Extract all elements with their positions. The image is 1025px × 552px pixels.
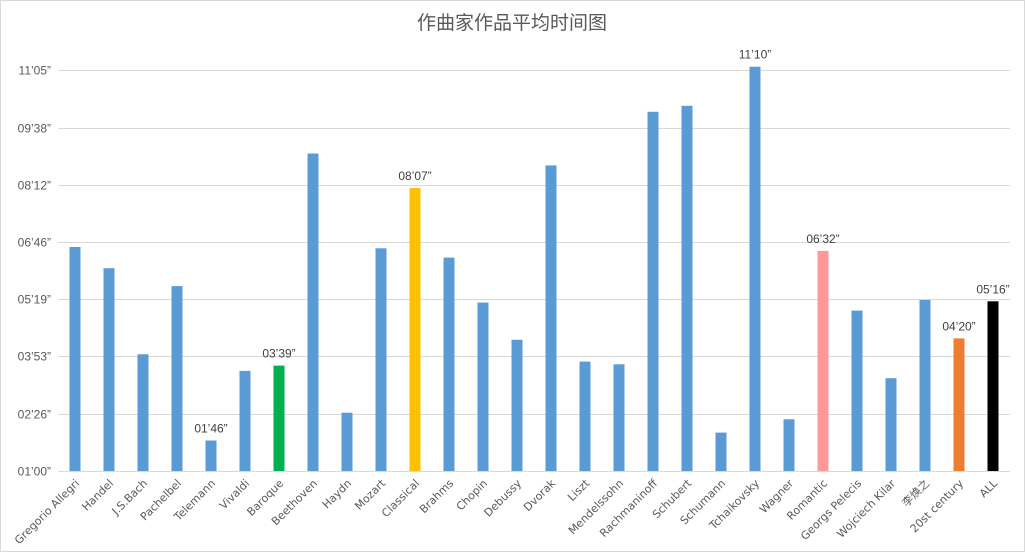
bar	[579, 361, 591, 471]
y-tick-label: 02’26”	[18, 408, 51, 422]
y-tick-label: 06’46”	[18, 236, 51, 250]
x-tick-label: Gregorio Allegri	[12, 477, 82, 547]
bar	[987, 301, 999, 471]
x-tick-label: Debussy	[482, 477, 525, 520]
data-label: 04’20”	[942, 319, 975, 333]
x-tick-label: ALL	[977, 476, 1001, 500]
data-label: 01’46”	[194, 422, 227, 436]
bar	[205, 440, 217, 471]
bar	[103, 268, 115, 471]
x-tick-label: Haydn	[320, 477, 354, 511]
bar	[919, 300, 931, 471]
bar	[715, 432, 727, 471]
bar	[307, 153, 319, 471]
bar	[137, 354, 149, 471]
bar	[409, 188, 421, 471]
y-tick-label: 09’38”	[18, 122, 51, 136]
gridlines	[58, 70, 1010, 472]
y-axis-ticks: 01’00” 02’26” 03’53” 05’19” 06’46” 08’12” 09’3…	[18, 64, 51, 479]
x-axis-ticks: Gregorio AllegriHandelJ.S.BachPachelbelT…	[12, 476, 1001, 547]
bar	[885, 378, 897, 471]
x-tick-label: Wojciech Kilar	[834, 477, 898, 541]
x-tick-label: Brahms	[417, 477, 456, 516]
y-tick-label: 03’53”	[18, 350, 51, 364]
bar	[341, 412, 353, 471]
bar	[647, 111, 659, 472]
bar	[545, 165, 557, 471]
y-tick-label: 08’12”	[18, 179, 51, 193]
y-tick-label: 11’05”	[19, 64, 51, 78]
bar	[817, 250, 829, 471]
x-tick-label: 李焕之	[899, 476, 932, 509]
bar	[613, 364, 625, 471]
bar	[443, 257, 455, 471]
bar	[273, 365, 285, 471]
bar	[171, 286, 183, 471]
x-tick-label: Liszt	[565, 476, 592, 503]
bar	[851, 310, 863, 471]
data-label: 06’32”	[806, 232, 839, 246]
y-tick-label: 05’19”	[18, 293, 51, 307]
data-label: 11’10”	[739, 48, 771, 62]
chart-title: 作曲家作品平均时间图	[417, 12, 607, 34]
bars	[69, 66, 999, 472]
bar	[239, 370, 251, 471]
data-label: 03’39”	[262, 347, 295, 361]
x-tick-label: Classical	[379, 477, 422, 520]
x-tick-label: Dvorak	[521, 476, 558, 513]
data-label: 05’16”	[976, 282, 1009, 296]
bar	[783, 419, 795, 471]
bar	[749, 66, 761, 471]
x-tick-label: Georgs Pelecis	[798, 477, 864, 543]
bar	[953, 338, 965, 471]
data-label: 08’07”	[398, 169, 431, 183]
data-labels: 01’46” 03’39” 08’07” 11’10” 06’32” 04’20” 05’1…	[194, 48, 1009, 436]
bar	[511, 339, 523, 471]
bar	[375, 248, 387, 471]
bar	[681, 105, 693, 472]
y-tick-label: 01’00”	[18, 465, 51, 479]
bar	[477, 302, 489, 471]
bar	[69, 247, 81, 471]
